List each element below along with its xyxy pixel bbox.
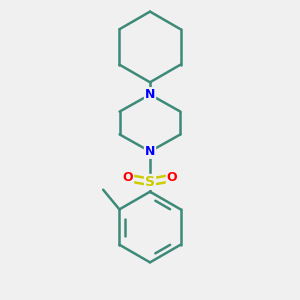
Text: N: N (145, 145, 155, 158)
Text: O: O (167, 172, 177, 184)
Text: O: O (123, 172, 133, 184)
Text: S: S (145, 175, 155, 189)
Text: N: N (145, 88, 155, 101)
